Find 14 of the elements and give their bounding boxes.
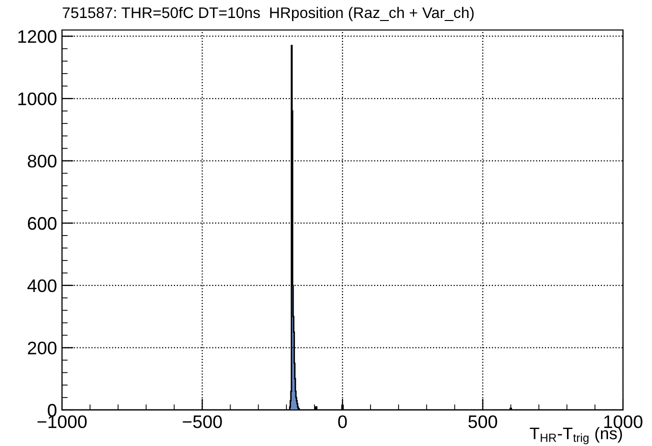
y-tick-label: 400 <box>27 279 56 292</box>
y-tick-label: 1200 <box>18 30 56 43</box>
x-tick-label: −1000 <box>38 415 87 428</box>
y-tick-label: 0 <box>48 404 56 417</box>
x-tick-label: 1000 <box>604 415 642 428</box>
y-tick-label: 1000 <box>18 92 56 106</box>
y-tick-label: 200 <box>28 342 56 354</box>
x-tick-label: 500 <box>468 415 498 428</box>
chart-title: 751587: THR=50fC DT=10ns HRposition (Raz_ch + Var_ch) <box>62 6 474 22</box>
x-tick-label: −500 <box>182 415 222 428</box>
y-tick-label: 800 <box>28 154 56 168</box>
y-tick-label: 600 <box>28 217 56 230</box>
x-axis-title: T$_{HR}$-T$_{trig}$ (ns) <box>530 427 622 444</box>
x-tick-label: 0 <box>338 415 347 428</box>
